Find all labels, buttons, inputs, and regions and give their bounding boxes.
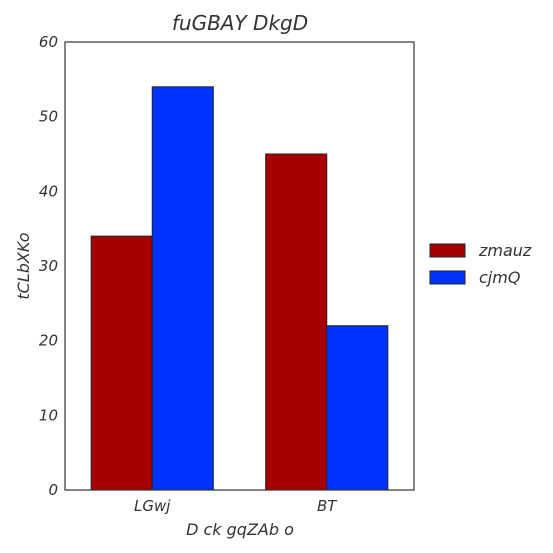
bars-group [90, 86, 389, 491]
x-axis-label: D ck gqZAb o [186, 520, 294, 539]
bar-zmauz-bt [265, 153, 328, 491]
legend-label-zmauz: zmauz [478, 241, 532, 260]
x-tick-label-lgwj: LGwj [134, 497, 171, 515]
bar-zmauz-lgwj [90, 235, 153, 491]
y-tick-label-0: 0 [48, 481, 58, 499]
y-tick-label-10: 10 [39, 406, 58, 424]
y-tick-label-50: 50 [39, 108, 58, 126]
legend-swatch-zmauz [429, 243, 466, 258]
legend: zmauz cjmQ [429, 241, 532, 287]
y-tick-label-30: 30 [39, 257, 58, 275]
chart-title: fuGBAY DkgD [172, 11, 308, 35]
y-tick-label-20: 20 [39, 332, 58, 350]
bar-cjmq-lgwj [151, 86, 214, 491]
y-tick-label-40: 40 [39, 182, 58, 200]
plot-frame [64, 41, 415, 491]
bar-cjmq-bt [326, 325, 389, 491]
x-tick-label-bt: BT [317, 497, 338, 515]
y-tick-label-60: 60 [39, 33, 58, 51]
ticks-group: LGwj BT 0 10 20 30 40 50 60 [39, 33, 338, 515]
legend-label-cjmq: cjmQ [479, 268, 520, 287]
legend-swatch-cjmq [429, 270, 466, 285]
y-axis-label: tCLbXKo [14, 232, 33, 299]
